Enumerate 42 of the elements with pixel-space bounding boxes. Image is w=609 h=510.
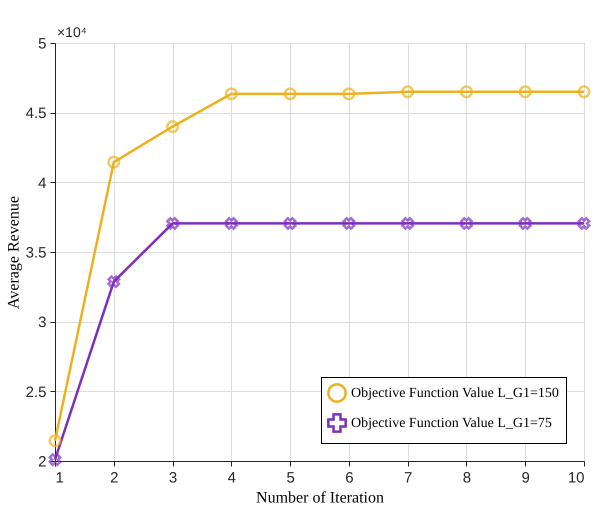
y-tick-label: 4 xyxy=(38,174,46,192)
point xyxy=(460,216,473,230)
x-tick-label: 10 xyxy=(568,470,584,486)
point xyxy=(578,85,590,98)
point xyxy=(284,87,297,100)
y-tick-label: 2.5 xyxy=(26,384,46,401)
point xyxy=(166,216,179,230)
point xyxy=(578,216,590,230)
x-tick-label: 5 xyxy=(286,470,295,486)
point xyxy=(518,216,532,230)
point xyxy=(224,216,238,230)
y-axis-title: Average Revenue xyxy=(6,196,23,309)
point xyxy=(401,85,414,98)
y-tick-label: 4.5 xyxy=(26,105,46,122)
x-tick-label: 6 xyxy=(345,470,354,486)
y-tick-label: 3 xyxy=(38,314,46,332)
point xyxy=(342,216,356,230)
point xyxy=(224,87,238,100)
point xyxy=(48,453,62,466)
point xyxy=(401,216,414,230)
x-axis-title: Number of Iteration xyxy=(256,490,384,506)
x-tick-label: 7 xyxy=(404,470,412,486)
point xyxy=(107,275,120,288)
text: ×10⁴ xyxy=(57,24,87,40)
x-tick-label: 4 xyxy=(228,470,236,486)
legend-label: Objective Function Value L_G1=150 xyxy=(351,386,559,401)
x-tick-label: 3 xyxy=(168,470,178,486)
point xyxy=(48,434,62,448)
x-tick-label: 8 xyxy=(462,470,472,486)
y-tick-label: 5 xyxy=(38,36,46,52)
legend-label: Objective Function Value L_G1=75 xyxy=(351,416,552,431)
point xyxy=(518,85,532,98)
point xyxy=(342,87,356,100)
point xyxy=(107,156,120,169)
point xyxy=(460,85,473,98)
point xyxy=(166,120,180,134)
x-tick-label: 2 xyxy=(110,470,118,486)
point xyxy=(284,216,297,230)
x-tick-label: 1 xyxy=(56,470,64,486)
y-tick-label: 3.5 xyxy=(26,244,46,262)
y-tick-label: 2 xyxy=(38,454,46,470)
x-tick-label: 9 xyxy=(522,470,530,486)
